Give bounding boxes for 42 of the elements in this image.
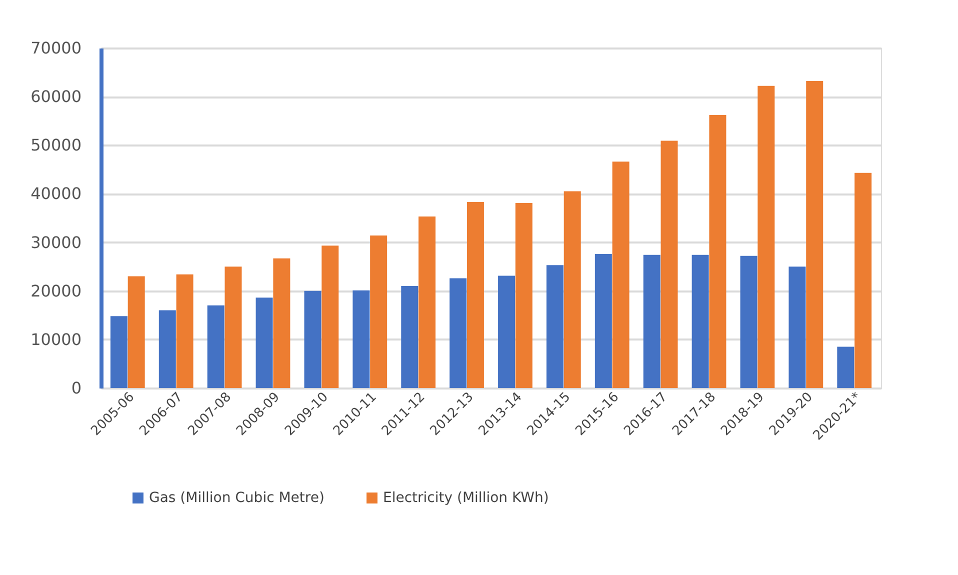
bar	[643, 254, 660, 388]
y-tick-label: 10000	[30, 330, 82, 349]
bar	[450, 278, 467, 388]
bar	[273, 258, 290, 388]
bar	[788, 266, 806, 388]
bar	[370, 235, 388, 388]
y-tick-label: 60000	[30, 87, 82, 106]
legend-label: Gas (Million Cubic Metre)	[149, 490, 324, 506]
y-tick-label: 70000	[30, 38, 82, 58]
bar	[224, 266, 242, 388]
bar	[515, 202, 532, 388]
bar	[854, 172, 872, 388]
y-tick-label: 0	[71, 378, 82, 398]
bar	[758, 86, 775, 388]
bar	[256, 298, 273, 388]
bar	[837, 346, 854, 388]
bar	[304, 290, 322, 388]
bar	[806, 81, 824, 388]
legend-label: Electricity (Million KWh)	[383, 490, 549, 506]
bar	[128, 276, 145, 388]
bar	[692, 254, 709, 388]
y-tick-label: 50000	[30, 136, 82, 155]
bar	[401, 286, 418, 388]
bar	[740, 256, 758, 388]
bar	[322, 246, 339, 388]
bar	[498, 276, 516, 388]
bar	[176, 274, 194, 388]
bar	[352, 290, 370, 388]
y-tick-label: 40000	[30, 184, 82, 204]
bar	[207, 305, 224, 388]
bar	[158, 310, 176, 388]
y-tick-label: 30000	[30, 232, 82, 252]
bar	[612, 162, 630, 388]
bar	[110, 316, 128, 388]
bar	[564, 191, 581, 388]
bar	[466, 202, 484, 388]
bar	[709, 115, 726, 388]
bar	[418, 216, 436, 388]
y-tick-label: 20000	[30, 281, 82, 300]
bar	[594, 254, 612, 388]
bar	[546, 265, 564, 388]
bar	[660, 140, 678, 388]
